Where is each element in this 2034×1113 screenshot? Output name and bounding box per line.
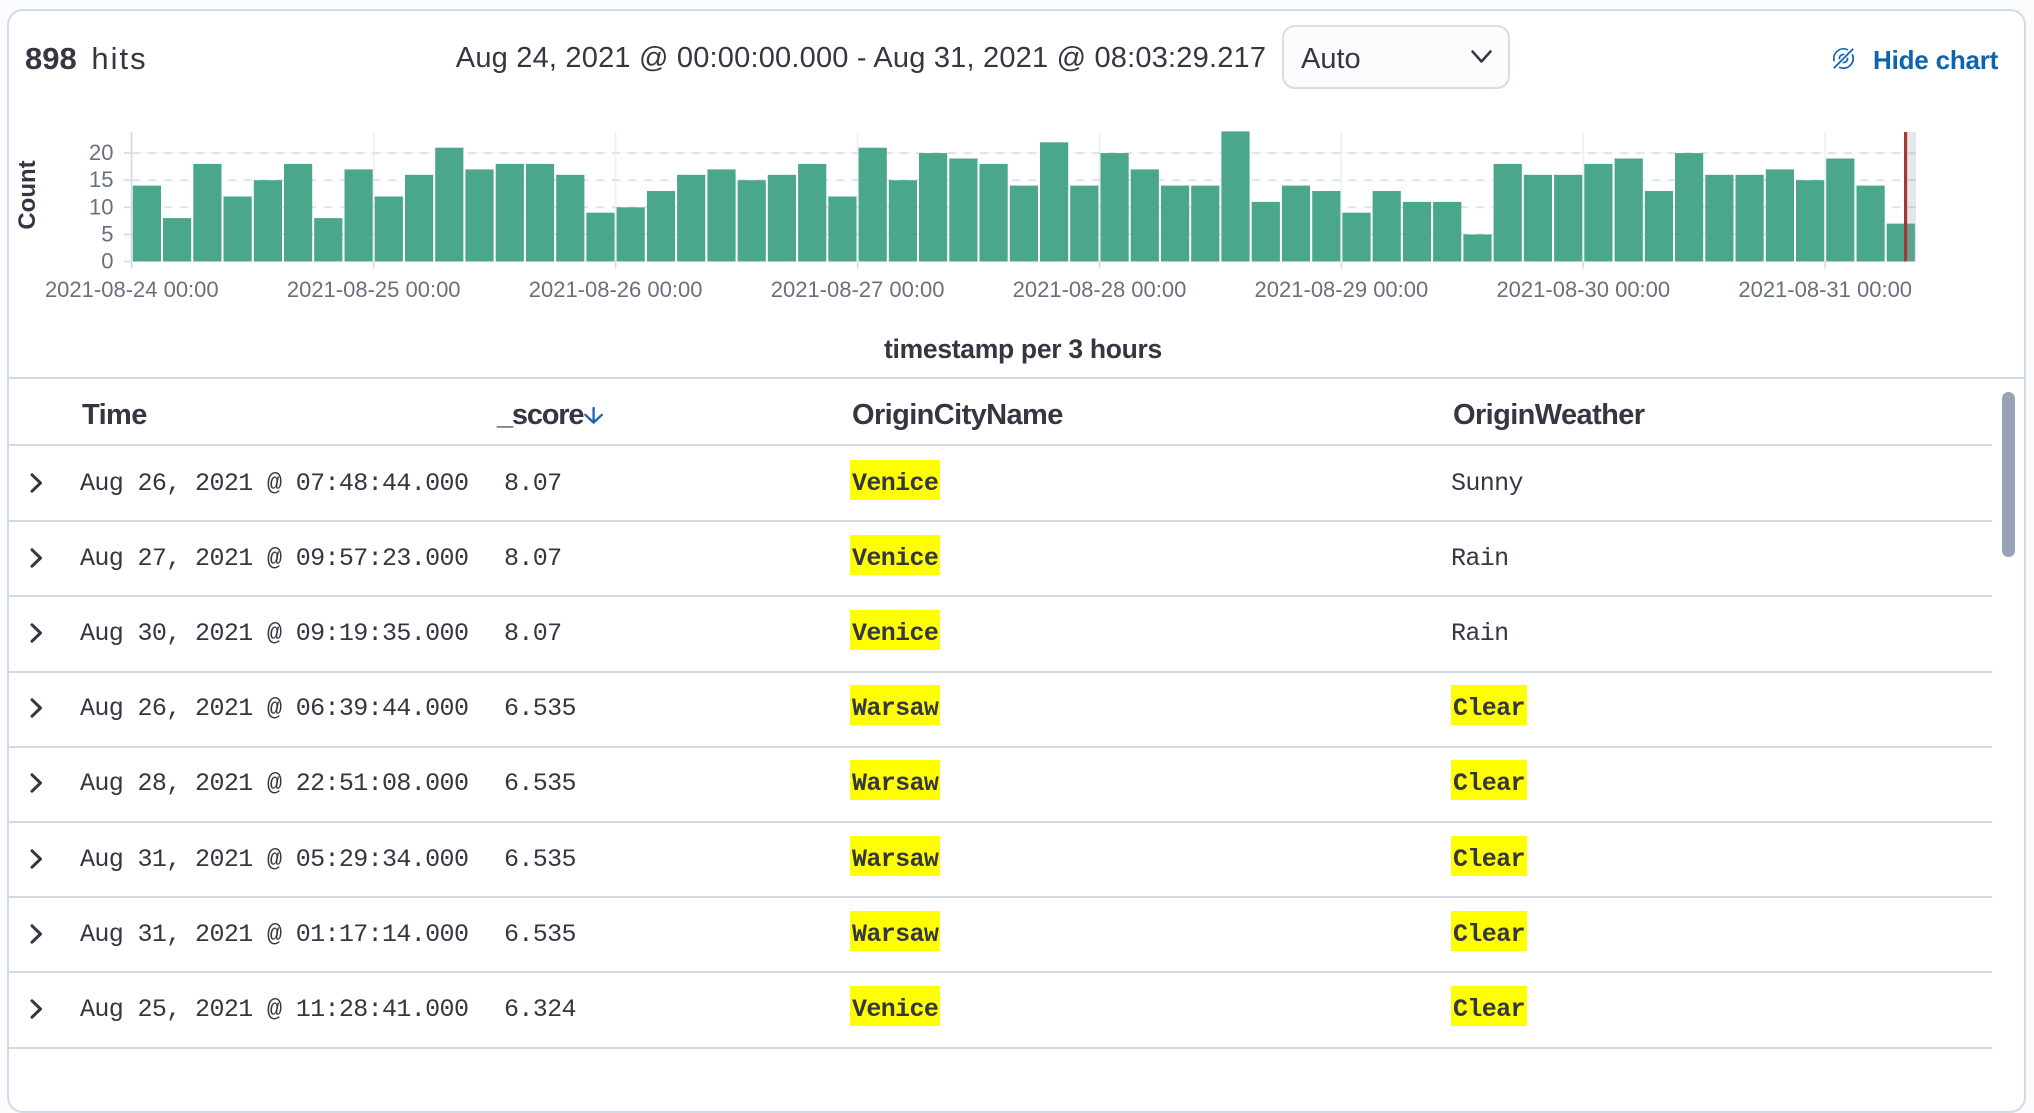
svg-text:2021-08-26 00:00: 2021-08-26 00:00	[529, 277, 703, 302]
svg-text:Count: Count	[14, 160, 41, 229]
svg-text:2021-08-27 00:00: 2021-08-27 00:00	[771, 277, 945, 302]
svg-text:2021-08-31 00:00: 2021-08-31 00:00	[1738, 277, 1912, 302]
svg-text:2021-08-25 00:00: 2021-08-25 00:00	[287, 277, 461, 302]
svg-text:0: 0	[101, 249, 113, 274]
svg-text:2021-08-24 00:00: 2021-08-24 00:00	[45, 277, 219, 302]
svg-text:10: 10	[89, 194, 113, 219]
svg-text:5: 5	[101, 221, 113, 246]
svg-text:timestamp per 3 hours: timestamp per 3 hours	[884, 334, 1162, 364]
svg-text:2021-08-29 00:00: 2021-08-29 00:00	[1255, 277, 1429, 302]
svg-text:2021-08-30 00:00: 2021-08-30 00:00	[1496, 277, 1670, 302]
svg-text:20: 20	[89, 140, 113, 165]
svg-text:15: 15	[89, 167, 113, 192]
svg-text:2021-08-28 00:00: 2021-08-28 00:00	[1013, 277, 1187, 302]
